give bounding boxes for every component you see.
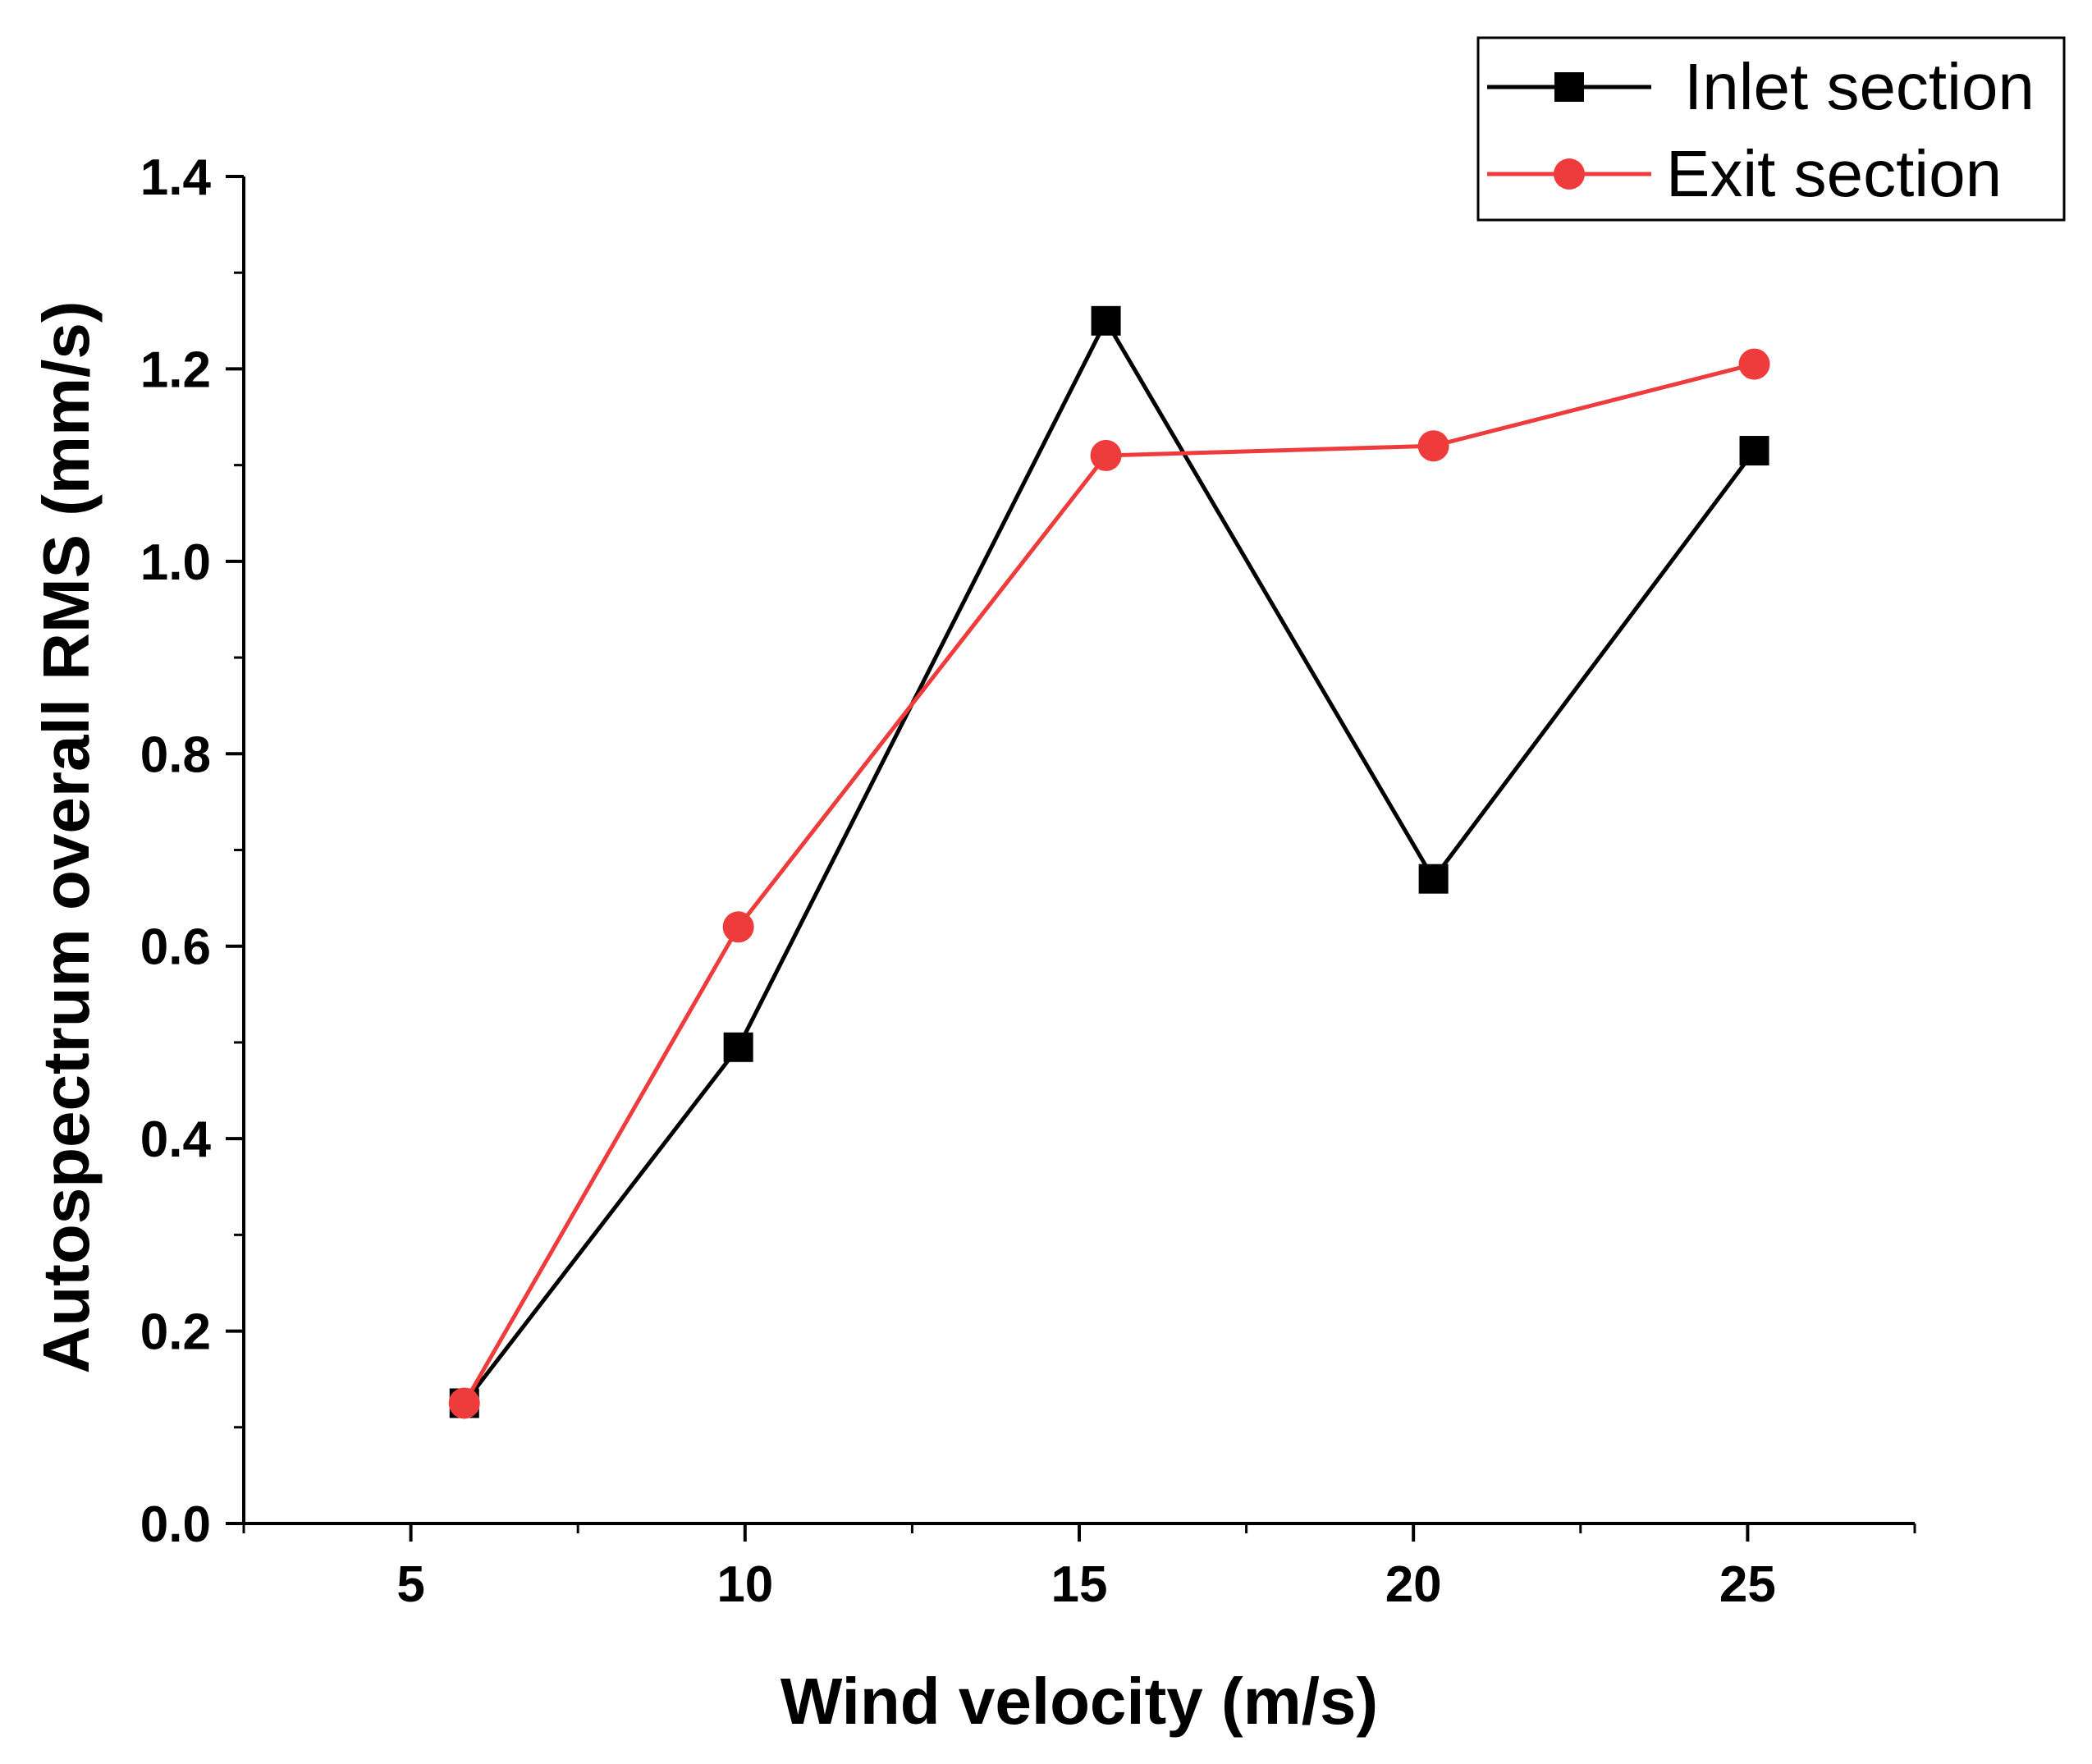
x-tick-label: 25 <box>1719 1556 1776 1613</box>
y-axis-title: Autospectrum overall RMS (mm/s) <box>30 301 103 1374</box>
x-axis-title: Wind velocity (m/s) <box>780 1665 1378 1738</box>
data-point-square <box>723 1032 753 1062</box>
series-inlet <box>449 305 1769 1418</box>
legend-label-inlet: Inlet section <box>1684 50 2035 123</box>
y-tick-label: 1.0 <box>140 534 211 591</box>
legend-marker-exit <box>1554 158 1585 190</box>
legend-entry-inlet: Inlet section <box>1487 50 2035 123</box>
series-exit <box>448 348 1770 1419</box>
data-point-circle <box>722 911 754 943</box>
x-tick-label: 20 <box>1385 1556 1442 1613</box>
series-line <box>462 362 1756 1404</box>
y-tick-label: 0.6 <box>140 919 211 976</box>
data-point-circle <box>1417 430 1449 462</box>
legend-entry-exit: Exit section <box>1487 137 2002 210</box>
y-tick-label: 1.2 <box>140 341 211 398</box>
data-point-circle <box>1090 439 1122 471</box>
axes <box>242 176 1915 1525</box>
y-tick-label: 0.4 <box>140 1111 212 1168</box>
y-tick-label: 0.2 <box>140 1304 211 1361</box>
data-point-square <box>1418 864 1449 894</box>
data-point-square <box>1091 305 1121 336</box>
legend-box <box>1476 36 2066 222</box>
x-tick-label: 15 <box>1051 1556 1108 1613</box>
data-series <box>448 305 1770 1419</box>
y-tick-label: 0.8 <box>140 726 211 783</box>
data-point-square <box>1739 436 1769 466</box>
x-tick-label: 10 <box>716 1556 773 1613</box>
data-point-circle <box>1738 348 1770 380</box>
legend-marker-inlet <box>1554 72 1584 102</box>
data-point-circle <box>448 1387 480 1419</box>
y-tick-label: 0.0 <box>140 1496 211 1553</box>
legend-label-exit: Exit section <box>1666 137 2002 210</box>
x-tick-label: 5 <box>396 1556 424 1613</box>
ticks: 0.0 0.2 0.4 0.6 0.8 1.0 1.2 1.4 5 10 15 20 25 <box>140 149 1916 1613</box>
y-tick-label: 1.4 <box>140 149 212 206</box>
legend: Inlet section Exit section <box>1476 36 2066 222</box>
series-line <box>462 316 1756 1405</box>
